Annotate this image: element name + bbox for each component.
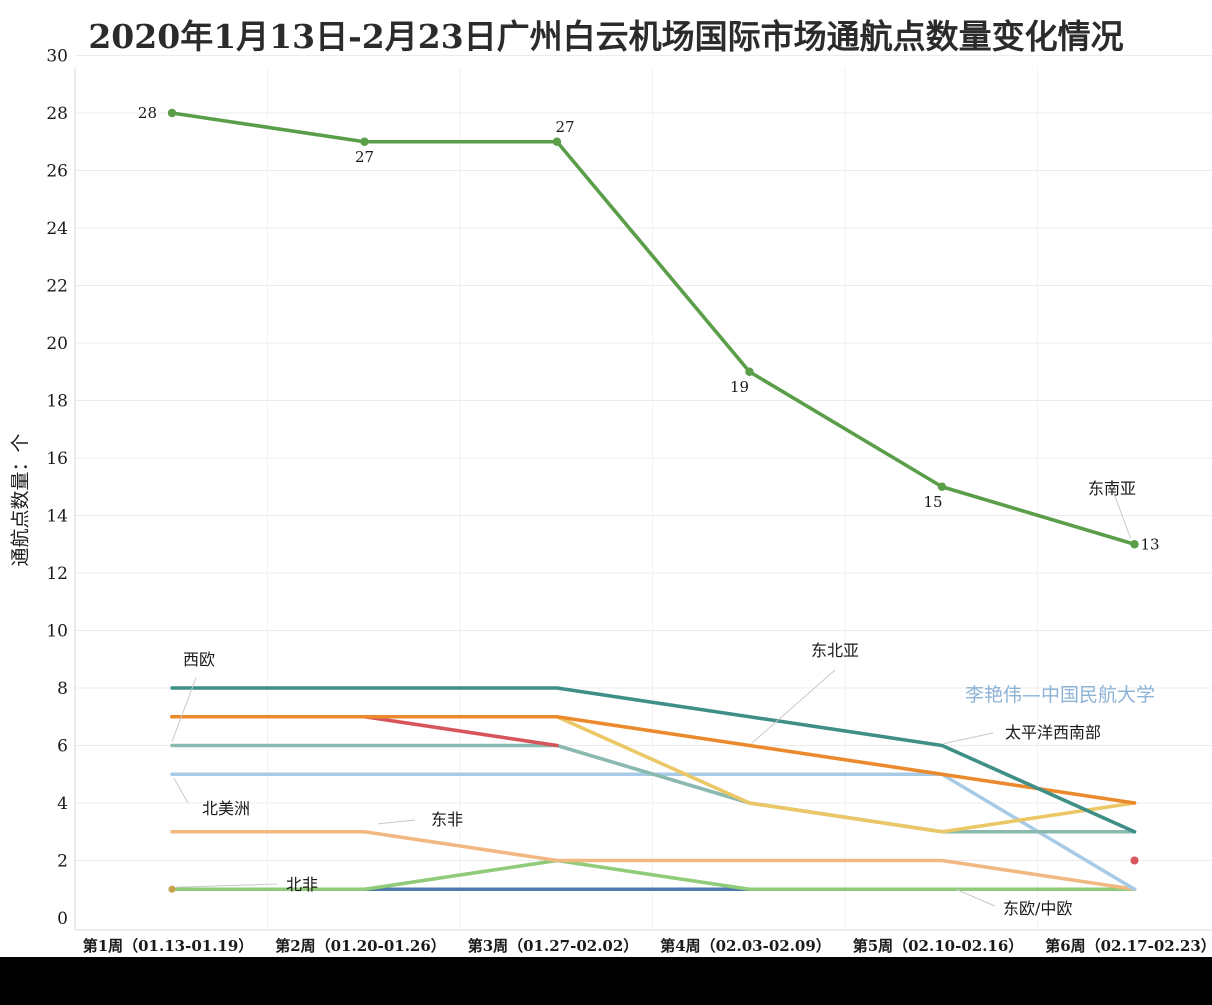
- data-label: 28: [138, 104, 157, 122]
- y-tick-label: 0: [57, 909, 68, 929]
- annotation-leader: [173, 778, 189, 804]
- annotation-leader: [955, 888, 996, 907]
- x-tick-label: 第6周（02.17-02.23）: [1045, 937, 1212, 955]
- y-tick-label: 2: [57, 852, 68, 872]
- data-label: 15: [923, 493, 942, 511]
- x-tick-label: 第4周（02.03-02.09）: [660, 937, 831, 955]
- data-label: 27: [355, 148, 374, 166]
- series-line: [170, 858, 1137, 892]
- series-annotation: 东北亚: [811, 641, 859, 660]
- series-line: [170, 714, 1137, 805]
- x-tick-label: 第2周（01.20-01.26）: [275, 937, 446, 955]
- chart-frame: 0 2 4 6 8 10 12 14 16 18 20 22 24 26 28 30 第1周（01.13-01.…: [0, 0, 1212, 957]
- y-tick-label: 26: [46, 162, 68, 182]
- annotation-leader: [378, 819, 416, 825]
- watermark: 李艳伟—中国民航大学: [965, 684, 1156, 706]
- series-point: [1130, 856, 1139, 865]
- x-tick-label: 第1周（01.13-01.19）: [83, 937, 254, 955]
- y-axis-label: 通航点数量：个: [9, 433, 32, 567]
- annotation-leader: [171, 677, 197, 742]
- annotation-leader: [751, 669, 836, 744]
- series-annotation: 东非: [431, 810, 463, 829]
- series-annotation: 北非: [286, 875, 318, 894]
- chart-title: 2020年1月13日-2月23日广州白云机场国际市场通航点数量变化情况: [88, 17, 1124, 56]
- series-line: [170, 743, 1137, 834]
- y-tick-label: 30: [46, 47, 68, 67]
- y-tick-label: 6: [57, 737, 68, 757]
- data-point: [552, 137, 562, 146]
- y-tick-label: 10: [46, 622, 68, 642]
- overlap-point: [168, 885, 176, 893]
- data-point: [360, 137, 369, 146]
- y-tick-label: 12: [46, 564, 68, 584]
- annotation-leader: [943, 732, 994, 744]
- series-line: [170, 829, 1137, 892]
- series-annotation: 东南亚: [1088, 479, 1136, 498]
- y-tick-label: 16: [46, 449, 68, 469]
- y-tick-label: 4: [57, 794, 68, 814]
- y-tick-label: 24: [46, 219, 68, 239]
- data-point: [745, 367, 754, 376]
- series-line: [170, 111, 1137, 547]
- series-annotation: 东欧/中欧: [1003, 899, 1072, 918]
- y-tick-label: 8: [57, 679, 68, 699]
- series-annotation: 西欧: [183, 650, 215, 669]
- data-label: 27: [555, 118, 574, 136]
- data-label: 13: [1141, 535, 1160, 553]
- x-tick-label: 第5周（02.10-02.16）: [853, 937, 1024, 955]
- data-point: [167, 108, 177, 118]
- x-tick-label: 第3周（01.27-02.02）: [468, 937, 639, 955]
- y-tick-label: 28: [46, 104, 68, 124]
- data-label: 19: [730, 378, 749, 396]
- series-annotation: 北美洲: [202, 799, 250, 818]
- data-point: [1130, 540, 1139, 549]
- annotation-leader: [1111, 487, 1131, 539]
- line-chart: 024681012141618202224262830第1周（01.13-01.…: [46, 47, 1212, 955]
- y-tick-label: 14: [46, 507, 68, 527]
- series-line: [170, 686, 1137, 834]
- annotation-leader: [175, 883, 278, 888]
- y-tick-label: 18: [46, 392, 68, 412]
- series-annotation: 太平洋西南部: [1005, 723, 1101, 742]
- data-point: [937, 482, 947, 491]
- y-tick-label: 20: [46, 334, 68, 354]
- y-tick-label: 22: [46, 277, 68, 297]
